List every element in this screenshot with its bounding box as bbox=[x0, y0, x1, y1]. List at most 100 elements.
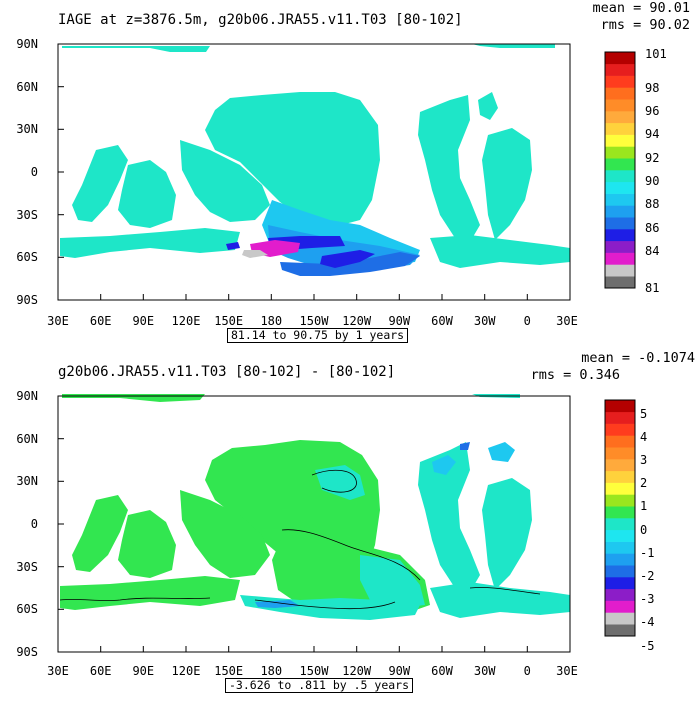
y-tick-label: 60S bbox=[16, 250, 38, 264]
contour-range-box: 81.14 to 90.75 by 1 years bbox=[227, 328, 409, 343]
contour-line bbox=[469, 587, 541, 595]
x-tick-label: 120W bbox=[342, 314, 372, 328]
region-ne-pacific bbox=[315, 465, 365, 500]
region-indian-west bbox=[72, 145, 128, 222]
y-tick-label: 90S bbox=[16, 293, 38, 307]
colorbar-label: 81 bbox=[645, 281, 659, 295]
colorbar: -5 -4 -3 -2 -1 0 1 2 3 4 5 bbox=[604, 399, 654, 653]
x-tick-label: 60W bbox=[431, 664, 453, 678]
region-southern-left bbox=[60, 228, 240, 258]
region-indian-west bbox=[72, 495, 128, 572]
region-pacific-81 bbox=[242, 250, 268, 258]
colorbar-swatch bbox=[605, 252, 635, 265]
colorbar-label: 84 bbox=[645, 244, 659, 258]
contour-range-box: -3.626 to .811 by .5 years bbox=[225, 678, 414, 693]
colorbar-swatch bbox=[605, 411, 635, 424]
x-tick-label: 30E bbox=[556, 664, 578, 678]
region-north-atlantic bbox=[418, 95, 480, 242]
colorbar-frame bbox=[604, 51, 636, 289]
colorbar-swatch bbox=[605, 494, 635, 507]
colorbar-swatch bbox=[605, 470, 635, 483]
colorbar-swatch bbox=[605, 447, 635, 460]
colorbar-label: 101 bbox=[645, 47, 667, 61]
colorbar-swatch bbox=[605, 541, 635, 554]
colorbar-label: 90 bbox=[645, 174, 659, 188]
x-tick-label: 60W bbox=[431, 314, 453, 328]
region-pacific-80 bbox=[226, 242, 240, 250]
x-tick-label: 0 bbox=[524, 664, 531, 678]
x-tick-label: 0 bbox=[524, 314, 531, 328]
colorbar-label: -2 bbox=[640, 569, 654, 583]
x-tick-label: 60E bbox=[90, 314, 112, 328]
colorbar-label: 86 bbox=[645, 221, 659, 235]
colorbar-swatches bbox=[604, 51, 636, 289]
colorbar-label: -5 bbox=[640, 639, 654, 653]
x-tick-label: 30W bbox=[474, 314, 496, 328]
region-arctic-left bbox=[62, 46, 210, 52]
colorbar-labels: -5 -4 -3 -2 -1 0 1 2 3 4 5 bbox=[640, 407, 654, 653]
y-tick-label: 0 bbox=[31, 517, 38, 531]
rms-label: rms = 90.02 bbox=[601, 17, 690, 33]
region-east-atlantic bbox=[482, 128, 532, 240]
region-greenland-sea bbox=[488, 442, 515, 462]
region-labrador bbox=[478, 92, 498, 120]
colorbar-swatch bbox=[605, 63, 635, 76]
panel-bottom: g20b06.JRA55.v11.T03 [80-102] - [80-102]… bbox=[0, 350, 700, 700]
contour-line bbox=[59, 597, 211, 601]
region-arctic-right bbox=[472, 44, 555, 48]
region-west-pacific bbox=[180, 490, 270, 578]
x-tick-label: 120W bbox=[342, 664, 372, 678]
x-tick-label: 90W bbox=[388, 314, 410, 328]
x-tick-label: 150W bbox=[300, 664, 330, 678]
colorbar-swatch bbox=[605, 435, 635, 448]
contour-line bbox=[254, 599, 396, 610]
mean-label: mean = 90.01 bbox=[592, 0, 690, 16]
contour-line bbox=[311, 469, 357, 493]
map-field bbox=[60, 44, 570, 268]
colorbar-swatch bbox=[605, 229, 635, 242]
x-tick-label: 120E bbox=[172, 314, 201, 328]
colorbar-label: 1 bbox=[640, 499, 647, 513]
y-tick-label: 60S bbox=[16, 602, 38, 616]
colorbar-swatch bbox=[605, 482, 635, 495]
x-tick-label: 150W bbox=[300, 314, 330, 328]
colorbar-swatch bbox=[605, 170, 635, 183]
y-tick-label: 0 bbox=[31, 165, 38, 179]
colorbar-swatch bbox=[605, 565, 635, 578]
region-north-atlantic bbox=[418, 442, 480, 592]
colorbar-label: 5 bbox=[640, 407, 647, 421]
chart-title: IAGE at z=3876.5m, g20b06.JRA55.v11.T03 … bbox=[58, 12, 463, 28]
region-arctic-left bbox=[62, 394, 205, 402]
colorbar-swatch bbox=[605, 240, 635, 253]
colorbar-swatch bbox=[605, 134, 635, 147]
colorbar-label: 2 bbox=[640, 476, 647, 490]
x-tick-label: 90E bbox=[132, 664, 154, 678]
colorbar-label: -4 bbox=[640, 615, 654, 629]
colorbar-labels: 81 84 86 88 90 92 94 96 98 101 bbox=[645, 47, 667, 295]
colorbar-swatch bbox=[605, 205, 635, 218]
y-axis: 90N 60N 30N 0 30S 60S 90S bbox=[16, 389, 64, 659]
colorbar-swatch bbox=[605, 264, 635, 277]
x-tick-label: 150E bbox=[214, 314, 243, 328]
colorbar-swatch bbox=[605, 87, 635, 100]
region-labrador bbox=[432, 455, 456, 475]
region-southern-left bbox=[60, 576, 240, 610]
region-southern-right bbox=[430, 582, 570, 618]
colorbar-swatches bbox=[604, 399, 636, 637]
region-southern-low bbox=[255, 600, 300, 608]
colorbar-swatch bbox=[605, 506, 635, 519]
x-tick-label: 90W bbox=[388, 664, 410, 678]
colorbar-swatch bbox=[605, 529, 635, 542]
colorbar-swatch bbox=[605, 122, 635, 135]
chart-top: IAGE at z=3876.5m, g20b06.JRA55.v11.T03 … bbox=[16, 0, 690, 328]
colorbar-swatch bbox=[605, 52, 635, 65]
colorbar-label: -3 bbox=[640, 592, 654, 606]
map-field bbox=[60, 394, 570, 620]
colorbar-swatch bbox=[605, 459, 635, 472]
colorbar-swatch bbox=[605, 146, 635, 159]
colorbar-label: 0 bbox=[640, 523, 647, 537]
colorbar-swatch bbox=[605, 553, 635, 566]
x-tick-label: 180 bbox=[260, 314, 282, 328]
colorbar-label: 3 bbox=[640, 453, 647, 467]
colorbar-swatch bbox=[605, 217, 635, 230]
